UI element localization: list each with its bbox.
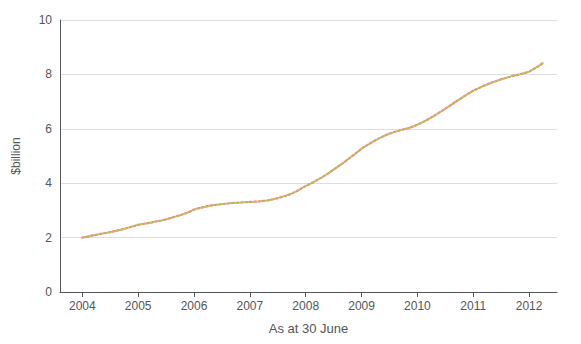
svg-text:4: 4 [45,176,52,190]
svg-text:10: 10 [39,13,53,27]
svg-text:As at 30 June: As at 30 June [269,321,349,336]
svg-text:2: 2 [45,231,52,245]
svg-text:2006: 2006 [181,299,208,313]
svg-text:8: 8 [45,67,52,81]
svg-text:2011: 2011 [460,299,486,313]
svg-text:2009: 2009 [348,299,375,313]
svg-text:2004: 2004 [69,299,96,313]
svg-text:2007: 2007 [237,299,264,313]
svg-text:2008: 2008 [292,299,319,313]
svg-text:2010: 2010 [404,299,431,313]
svg-text:6: 6 [45,122,52,136]
svg-text:2005: 2005 [125,299,152,313]
svg-text:$billion: $billion [9,137,23,174]
svg-text:0: 0 [45,285,52,299]
svg-text:2012: 2012 [516,299,543,313]
